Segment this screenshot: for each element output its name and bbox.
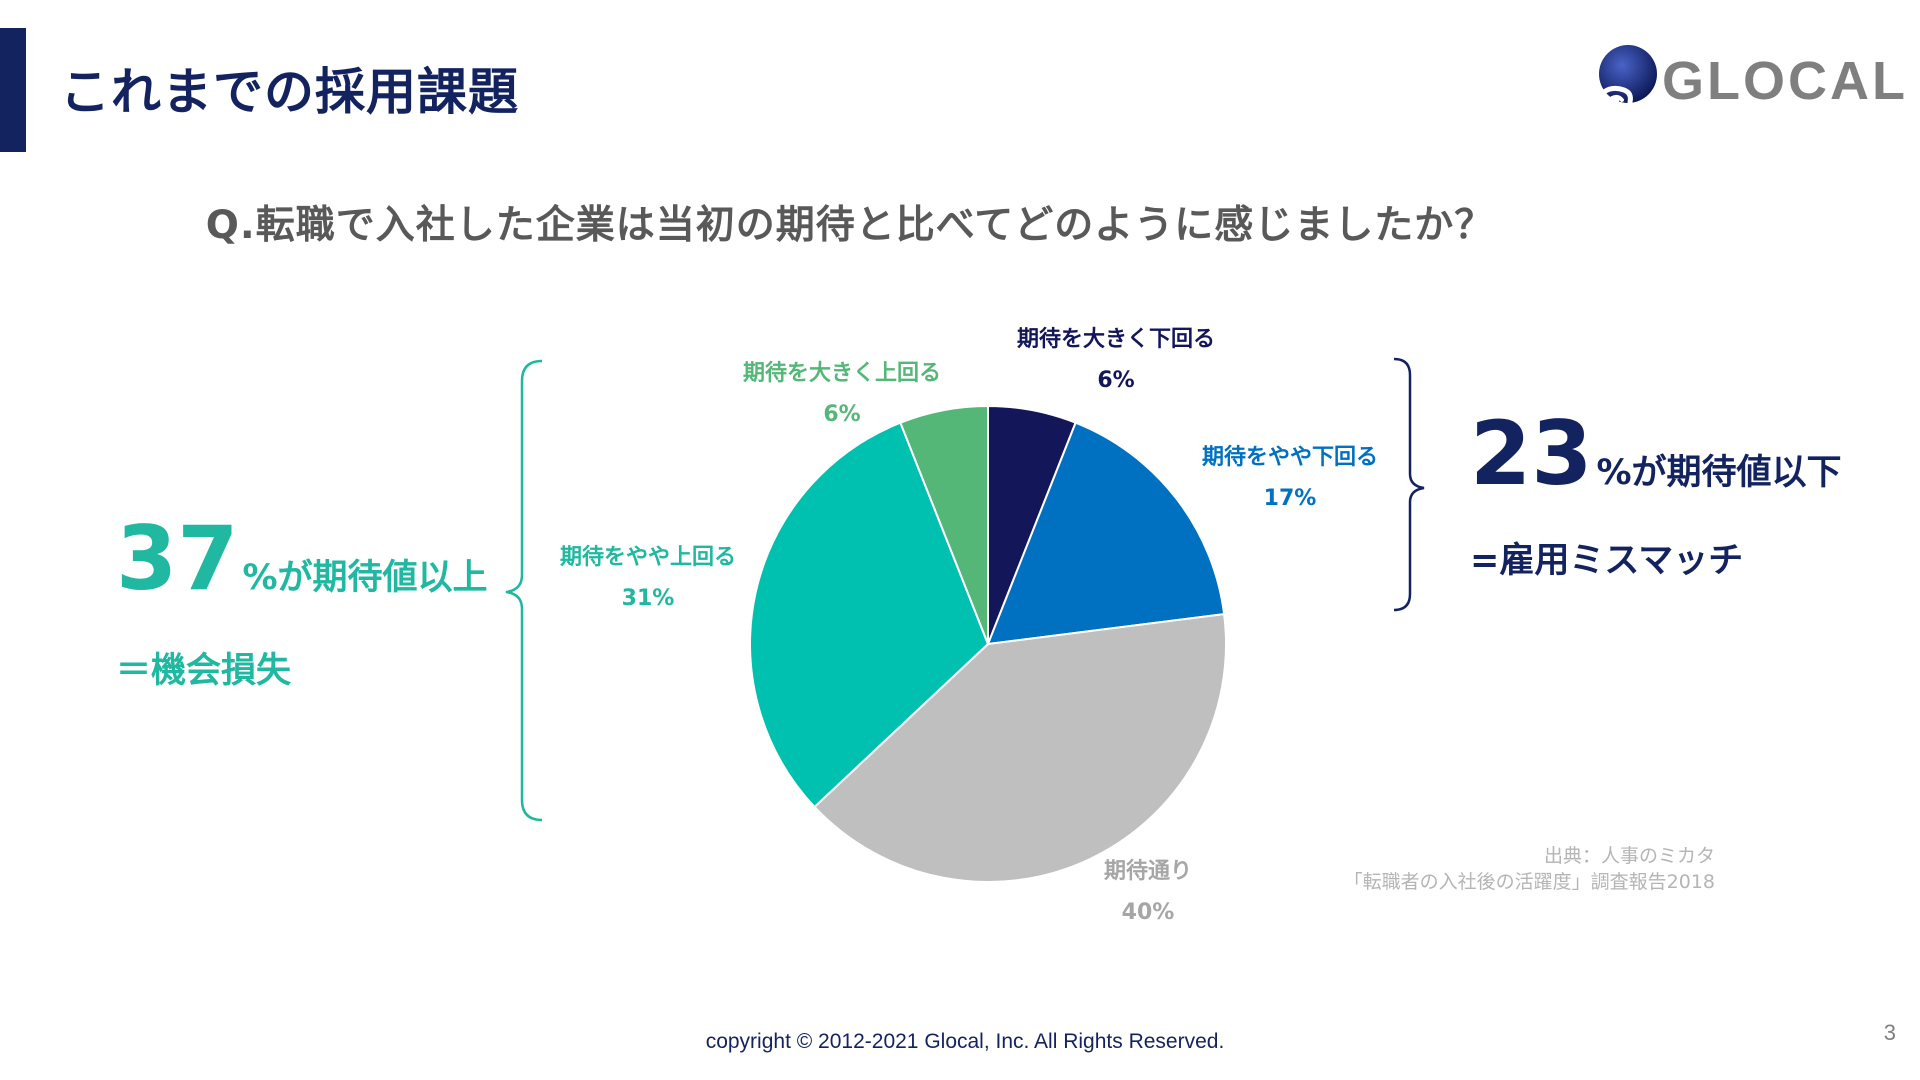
pie-label-value-0: 6% [1097, 368, 1134, 393]
pie-label-category-2: 期待通り [1104, 858, 1192, 884]
glocal-logo: GLOCAL [1596, 42, 1906, 118]
pie-slices [749, 404, 1227, 883]
pie-label-category-0: 期待を大きく下回る [1017, 326, 1215, 352]
pie-slice-3 [749, 421, 990, 809]
pie-label-category-1: 期待をやや下回る [1202, 444, 1378, 470]
left-bracket [505, 359, 543, 822]
pie-label-value-2: 40% [1122, 900, 1175, 925]
stat-above-expectation: 37 %が期待値以上 [116, 515, 488, 603]
stat-above-label: %が期待値以上 [242, 558, 488, 598]
copyright: copyright © 2012-2021 Glocal, Inc. All R… [705, 1030, 1225, 1053]
pie-slice-1 [986, 421, 1226, 646]
stat-below-expectation: 23 %が期待値以下 [1470, 410, 1842, 498]
pie-label-value-3: 31% [622, 586, 675, 611]
stat-below-sub: =雇用ミスマッチ [1470, 541, 1744, 581]
stat-below-label: %が期待値以下 [1596, 453, 1842, 493]
pie-label-category-3: 期待をやや上回る [560, 544, 736, 570]
pie-slice-4 [899, 404, 989, 645]
title-accent-bar [0, 28, 26, 152]
survey-question: Q.転職で入社した企業は当初の期待と比べてどのように感じましたか？ [205, 203, 1495, 248]
page-title: これまでの採用課題 [60, 63, 519, 121]
stat-above-value: 37 [116, 507, 239, 610]
pie-labels: 期待を大きく下回る 6% 期待をやや下回る 17% 期待通り 40% 期待をやや上回る 31%… [560, 326, 1378, 925]
pie-slice-2 [813, 613, 1227, 883]
stat-below-value: 23 [1470, 402, 1593, 505]
pie-label-value-4: 6% [823, 402, 860, 427]
source-note: 出典：人事のミカタ 「転職者の入社後の活躍度」調査報告2018 [1344, 843, 1715, 895]
stat-above-sub: ＝機会損失 [116, 651, 292, 691]
pie-label-value-1: 17% [1264, 486, 1317, 511]
pie-label-category-4: 期待を大きく上回る [743, 360, 941, 386]
right-bracket [1393, 357, 1425, 612]
logo-text: GLOCAL [1662, 51, 1908, 111]
source-line-2: 「転職者の入社後の活躍度」調査報告2018 [1343, 871, 1715, 893]
source-line-1: 出典：人事のミカタ [1543, 845, 1715, 867]
glocal-logo-icon [1599, 45, 1657, 105]
page-number: 3 [1883, 1020, 1896, 1045]
